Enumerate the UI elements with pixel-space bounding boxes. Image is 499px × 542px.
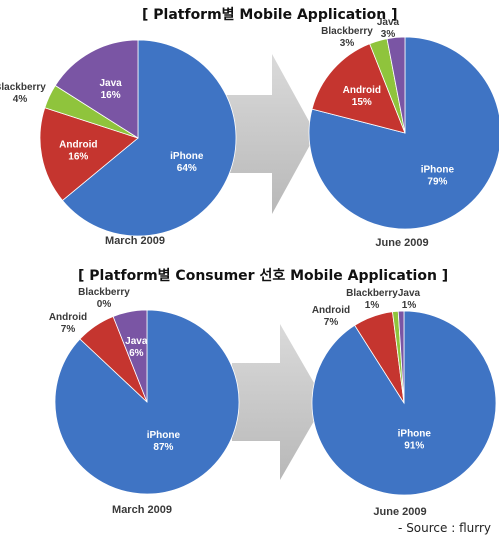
pie-1-2-blackberry-name-label: Blackberry [321,26,373,37]
pie-2-2-java-value-label: 1% [402,300,417,311]
pie-1-1-android-slice [39,107,139,202]
pie-2-2-blackberry-name-label: Blackberry [346,288,398,299]
pie-1-2-java-value-label: 3% [381,29,396,40]
pie-1-1-iphone-value-label: 64% [177,163,197,174]
pie-2-2-android-name-label: Android [312,305,350,316]
pie-1-1-blackberry-value-label: 4% [13,94,28,105]
pie-1-2-iphone-value-label: 79% [427,177,447,188]
pie-1-1-java-name-label: Java [99,78,122,89]
pie-2-2-iphone-name-label: iPhone [398,428,432,439]
pie-1-2-android-slice [311,43,406,134]
section-title-top: [ Platform별 Mobile Application ] [142,7,398,23]
pie-2-1-android-value-label: 7% [61,324,76,335]
pie-2-2-blackberry-value-label: 1% [365,300,380,311]
pie-1-1-java-slice [54,39,139,139]
pie-1-2-caption: June 2009 [375,237,428,249]
pie-2-1-java-name-label: Java [125,336,148,347]
pie-2-1-java-value-label: 6% [129,348,144,359]
pie-1-2-android-value-label: 15% [352,97,372,108]
pie-1-2-iphone-name-label: iPhone [421,165,455,176]
pie-1-1-blackberry-name-label: Blackberry [0,82,46,93]
pie-2-1-caption: March 2009 [112,504,172,516]
pie-2-1-blackberry-value-label: 0% [97,299,112,310]
transition-arrow-1 [222,54,316,214]
pie-1-1-java-value-label: 16% [101,90,121,101]
pie-2-2-iphone-value-label: 91% [404,440,424,451]
pie-1-2-java-name-label: Java [377,17,400,28]
pie-2-2-java-slice [397,310,405,404]
pie-2-2-android-value-label: 7% [324,317,339,328]
pie-2-2-java-name-label: Java [398,288,421,299]
source-note: - Source : flurry [398,521,491,535]
pie-2-1-blackberry-name-label: Blackberry [78,287,130,298]
pie-2-1-iphone-value-label: 87% [153,442,173,453]
pie-2-1-java-slice [112,309,148,403]
pie-1-1-caption: March 2009 [105,235,165,247]
pie-1-2-blackberry-value-label: 3% [340,38,355,49]
pie-1-1-android-value-label: 16% [68,151,88,162]
pie-2-1-iphone-name-label: iPhone [147,430,181,441]
section-title-bottom: [ Platform별 Consumer 선호 Mobile Applicati… [78,268,449,284]
pie-2-1-android-name-label: Android [49,312,87,323]
pie-1-1-iphone-slice [61,39,237,237]
pie-1-1-iphone-name-label: iPhone [170,151,204,162]
pie-1-2-android-name-label: Android [343,85,381,96]
pie-1-1-android-name-label: Android [59,139,97,150]
transition-arrow-2 [232,324,325,480]
pie-1-2-java-slice [386,36,406,134]
pie-2-2-caption: June 2009 [373,506,426,518]
